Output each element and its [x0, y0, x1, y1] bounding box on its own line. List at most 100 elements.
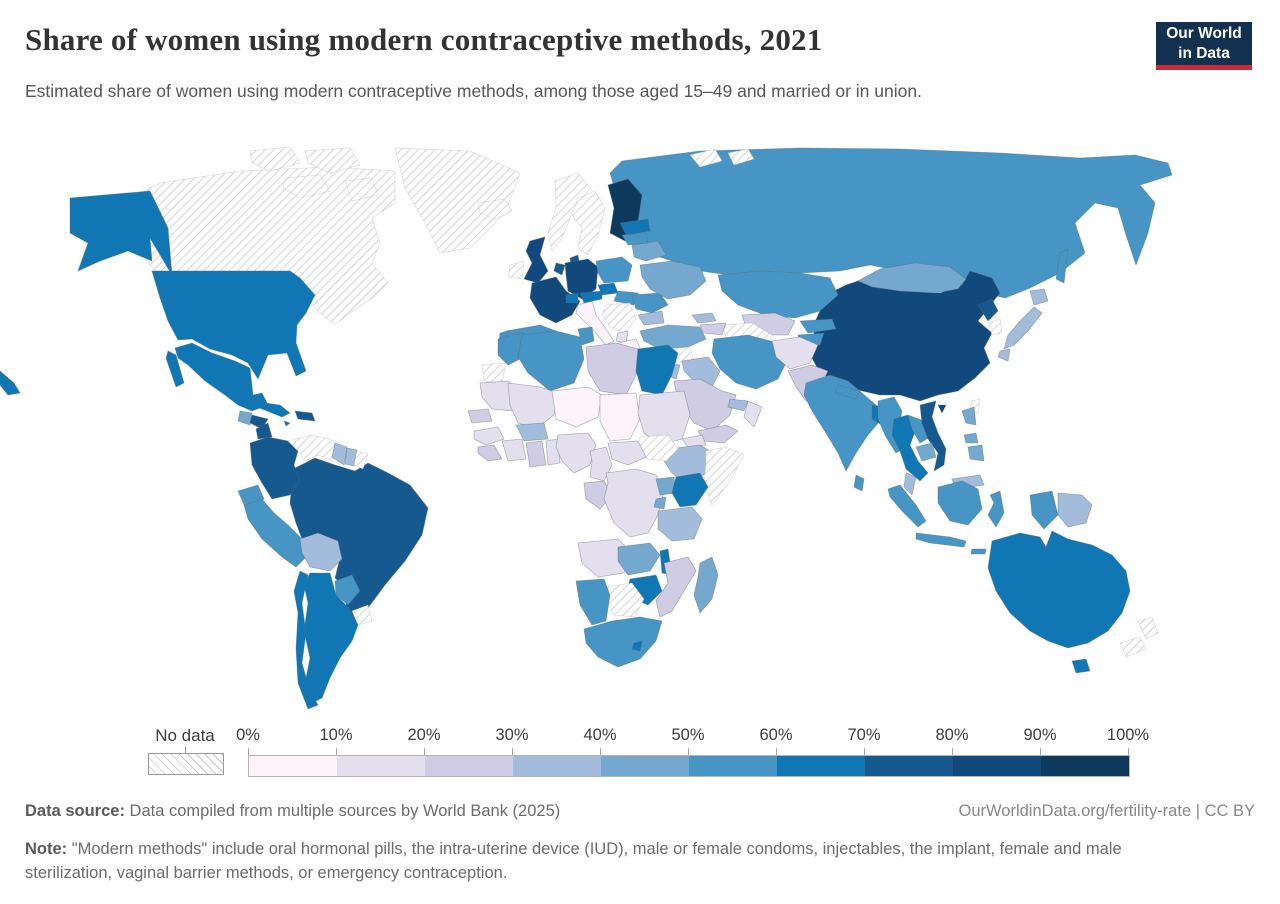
country-svalbard-2[interactable] — [727, 148, 755, 166]
country-egypt[interactable] — [635, 344, 679, 396]
country-tasmania[interactable] — [1071, 658, 1091, 674]
country-japan-honshu[interactable] — [1003, 306, 1043, 350]
country-venezuela[interactable] — [287, 434, 341, 462]
country-japan-hokkaido[interactable] — [1029, 288, 1049, 306]
country-ecuador[interactable] — [237, 484, 265, 510]
country-drc[interactable] — [603, 468, 665, 538]
legend-bin-0[interactable] — [249, 756, 337, 776]
country-philippines-visayas[interactable] — [963, 432, 979, 444]
country-angola[interactable] — [577, 538, 631, 578]
attribution-link[interactable]: OurWorldinData.org/fertility-rate | CC B… — [958, 802, 1255, 820]
country-canada-arctic-2[interactable] — [304, 147, 361, 174]
country-uruguay[interactable] — [351, 604, 373, 626]
country-netherlands[interactable] — [553, 262, 566, 276]
legend-no-data[interactable]: No data — [148, 726, 224, 775]
country-south-korea[interactable] — [987, 318, 1003, 336]
country-rwanda[interactable] — [653, 496, 667, 510]
country-mozambique[interactable] — [655, 556, 697, 618]
country-cuba[interactable] — [249, 400, 291, 418]
country-french-guiana[interactable] — [353, 450, 369, 470]
country-switzerland[interactable] — [565, 292, 579, 304]
country-argentina[interactable] — [303, 572, 359, 704]
country-latvia[interactable] — [619, 218, 651, 236]
country-india[interactable] — [803, 374, 881, 472]
country-uae[interactable] — [727, 398, 749, 412]
country-norway[interactable] — [547, 172, 591, 252]
country-tanzania[interactable] — [657, 506, 703, 542]
country-mali[interactable] — [507, 382, 559, 430]
country-russia-sakhalin[interactable] — [1055, 248, 1069, 284]
legend-bin-9[interactable] — [1041, 756, 1129, 776]
country-united-kingdom[interactable] — [523, 236, 549, 284]
country-sri-lanka[interactable] — [853, 474, 865, 492]
country-laos[interactable] — [907, 414, 931, 444]
country-indonesia-lesser-sunda[interactable] — [970, 548, 987, 555]
legend-bin-4[interactable] — [601, 756, 689, 776]
country-burkina-faso[interactable] — [515, 422, 549, 442]
legend-bin-8[interactable] — [953, 756, 1041, 776]
country-algeria[interactable] — [517, 330, 585, 392]
country-france[interactable] — [529, 276, 581, 324]
country-nicaragua[interactable] — [255, 422, 273, 440]
country-svalbard-1[interactable] — [689, 148, 723, 168]
country-libya[interactable] — [585, 342, 639, 396]
country-lithuania[interactable] — [621, 232, 649, 246]
country-new-zealand-south[interactable] — [1119, 636, 1147, 658]
country-niger[interactable] — [551, 386, 603, 428]
country-philippines-luzon[interactable] — [961, 406, 977, 426]
country-poland[interactable] — [595, 256, 633, 284]
country-canada-arctic-1[interactable] — [249, 146, 301, 172]
country-bolivia[interactable] — [299, 532, 343, 572]
country-indonesia-sulawesi[interactable] — [987, 490, 1005, 528]
country-vietnam[interactable] — [919, 400, 947, 472]
country-baja[interactable] — [165, 350, 185, 388]
country-papua-new-guinea[interactable] — [1057, 492, 1093, 528]
country-chad[interactable] — [599, 392, 641, 442]
country-suriname[interactable] — [344, 447, 358, 467]
country-guyana[interactable] — [331, 442, 348, 466]
country-central-african-republic[interactable] — [607, 440, 647, 466]
legend-bin-1[interactable] — [337, 756, 425, 776]
country-western-sahara[interactable] — [481, 362, 507, 384]
legend-no-data-swatch[interactable] — [148, 753, 224, 775]
country-tunisia[interactable] — [577, 326, 595, 346]
country-hainan[interactable] — [937, 404, 947, 414]
legend-bin-5[interactable] — [689, 756, 777, 776]
country-japan-kyushu[interactable] — [997, 348, 1011, 362]
country-turkey[interactable] — [639, 324, 707, 350]
country-mongolia[interactable] — [857, 262, 967, 294]
country-iceland[interactable] — [477, 198, 513, 220]
legend-bin-2[interactable] — [425, 756, 513, 776]
country-south-africa[interactable] — [583, 616, 663, 668]
country-indonesia-borneo[interactable] — [937, 480, 983, 526]
country-eritrea[interactable] — [681, 434, 707, 448]
country-hispaniola[interactable] — [294, 410, 316, 422]
country-oman[interactable] — [743, 400, 763, 428]
country-romania[interactable] — [631, 292, 669, 314]
country-colombia[interactable] — [249, 436, 301, 500]
country-north-korea[interactable] — [977, 298, 999, 322]
country-hawaii[interactable] — [0, 370, 21, 396]
country-ireland[interactable] — [507, 260, 525, 280]
country-ivory-coast[interactable] — [501, 438, 527, 462]
country-canada-arctic-3[interactable] — [282, 174, 331, 199]
country-kyrgyzstan[interactable] — [799, 318, 837, 334]
country-azerbaijan[interactable] — [699, 322, 727, 336]
country-madagascar[interactable] — [693, 556, 719, 614]
country-senegal[interactable] — [467, 408, 493, 424]
country-ghana[interactable] — [525, 440, 547, 468]
country-georgia[interactable] — [691, 312, 717, 324]
country-kenya[interactable] — [671, 472, 709, 508]
country-zambia[interactable] — [617, 542, 661, 576]
country-guatemala[interactable] — [237, 410, 253, 426]
legend-bin-7[interactable] — [865, 756, 953, 776]
country-namibia[interactable] — [575, 578, 611, 626]
country-belarus[interactable] — [631, 240, 667, 262]
country-malaysia-peninsular[interactable] — [903, 472, 917, 496]
country-indonesia-java[interactable] — [915, 532, 967, 548]
country-lesotho[interactable] — [631, 640, 643, 652]
country-cambodia[interactable] — [915, 442, 937, 462]
country-philippines-mindanao[interactable] — [967, 444, 985, 462]
country-sweden[interactable] — [571, 190, 606, 256]
country-nepal[interactable] — [835, 384, 861, 400]
